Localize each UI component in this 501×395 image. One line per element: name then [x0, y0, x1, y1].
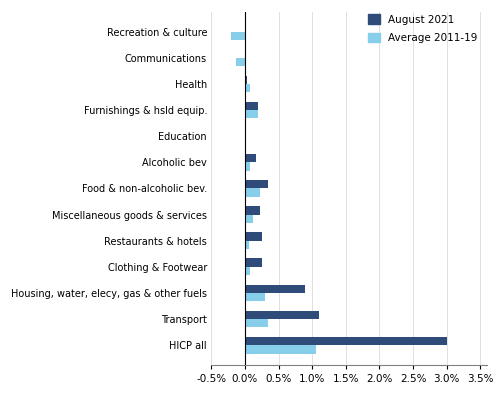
- Bar: [244, 345, 315, 354]
- Bar: [244, 154, 256, 162]
- Bar: [244, 102, 258, 110]
- Bar: [244, 180, 268, 188]
- Bar: [244, 110, 258, 118]
- Bar: [244, 258, 261, 267]
- Bar: [244, 75, 246, 84]
- Bar: [244, 337, 446, 345]
- Bar: [244, 206, 259, 214]
- Bar: [244, 162, 249, 171]
- Legend: August 2021, Average 2011-19: August 2021, Average 2011-19: [363, 10, 481, 47]
- Bar: [244, 311, 318, 319]
- Bar: [244, 23, 246, 32]
- Bar: [244, 49, 246, 58]
- Bar: [244, 214, 253, 223]
- Bar: [235, 58, 244, 66]
- Bar: [231, 32, 244, 40]
- Bar: [244, 128, 246, 136]
- Bar: [244, 136, 246, 145]
- Bar: [244, 293, 265, 301]
- Bar: [244, 232, 261, 241]
- Bar: [244, 188, 259, 197]
- Bar: [244, 267, 249, 275]
- Bar: [244, 84, 249, 92]
- Bar: [244, 241, 248, 249]
- Bar: [244, 319, 268, 327]
- Bar: [244, 285, 305, 293]
